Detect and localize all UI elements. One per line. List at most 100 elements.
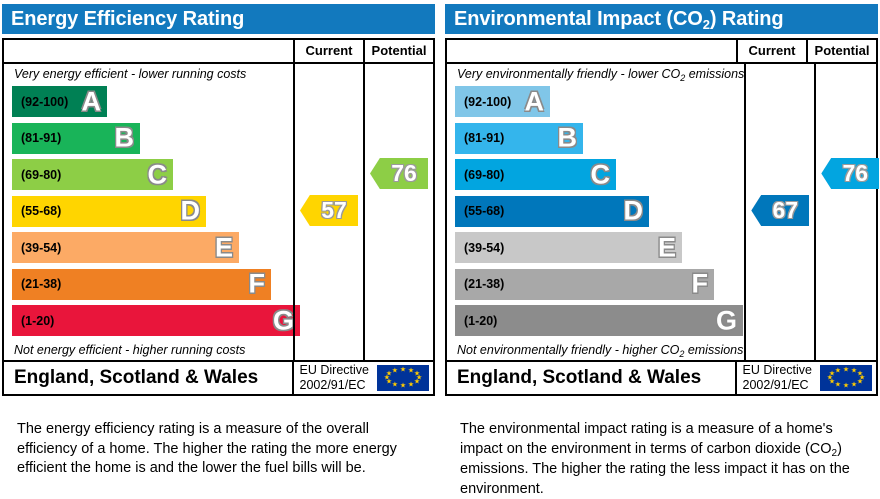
energy-band-letter-a: A xyxy=(81,86,102,116)
eu-flag-star-icon: ★ xyxy=(834,381,842,389)
environmental-band-row-a: (92-100) A xyxy=(447,84,744,121)
energy-current-column-header: Current xyxy=(293,40,363,62)
eu-flag-star-icon: ★ xyxy=(842,382,850,390)
environmental-top-caption: Very environmentally friendly - lower CO… xyxy=(447,64,744,84)
eu-flag-icon: ★ ★ ★ ★ ★ ★ ★ ★ ★ ★ ★ ★ xyxy=(377,365,429,391)
eu-flag-star-icon: ★ xyxy=(383,374,391,382)
environmental-band-letter-a: A xyxy=(524,86,545,116)
eu-flag-star-icon: ★ xyxy=(834,367,842,375)
energy-band-bar-g: (1-20) G xyxy=(12,305,300,336)
energy-band-letter-f: F xyxy=(248,268,266,299)
environmental-band-bar-g: (1-20) G xyxy=(455,305,743,336)
environmental-country-label: England, Scotland & Wales xyxy=(457,367,702,388)
environmental-rating-table: Current Potential Very environmentally f… xyxy=(445,38,880,396)
environmental-top-caption-post: emissions xyxy=(685,67,745,81)
energy-band-bar-e: (39-54) E xyxy=(12,232,239,263)
environmental-description-sub: 2 xyxy=(831,447,838,459)
environmental-current-rating-arrow: 67 xyxy=(751,195,810,226)
energy-rating-table: Current Potential Very energy efficient … xyxy=(2,38,435,396)
energy-band-range-f: (21-38) xyxy=(21,277,62,291)
eu-flag-star-icon: ★ xyxy=(856,370,864,378)
environmental-band-letter-e: E xyxy=(657,232,676,262)
energy-band-row-c: (69-80) C xyxy=(4,157,293,194)
energy-footer-row: England, Scotland & Wales EU Directive 2… xyxy=(4,360,433,394)
energy-current-value-column: 57 xyxy=(293,64,363,360)
energy-potential-column-header: Potential xyxy=(363,40,433,62)
eu-flag-icon: ★ ★ ★ ★ ★ ★ ★ ★ ★ ★ ★ ★ xyxy=(820,365,872,391)
eu-flag-star-icon: ★ xyxy=(413,378,421,386)
environmental-column-header-row: Current Potential xyxy=(447,40,876,64)
environmental-top-caption-pre: Very environmentally friendly - lower CO xyxy=(457,67,681,81)
environmental-bottom-caption: Not environmentally friendly - higher CO… xyxy=(447,340,744,360)
environmental-band-bar-c: (69-80) C xyxy=(455,159,616,190)
energy-band-row-g: (1-20) G xyxy=(4,303,300,340)
environmental-band-range-f: (21-38) xyxy=(464,277,505,291)
environmental-eu-directive-line1: EU Directive xyxy=(742,363,812,377)
eu-flag-star-icon: ★ xyxy=(850,367,858,375)
environmental-band-bar-f: (21-38) F xyxy=(455,268,714,300)
eu-flag-star-icon: ★ xyxy=(828,378,836,386)
environmental-panel-title-sub: 2 xyxy=(702,17,710,32)
energy-eu-directive-line2: 2002/91/EC xyxy=(299,378,366,392)
energy-panel-title: Energy Efficiency Rating xyxy=(11,8,245,30)
environmental-potential-rating-arrow: 76 xyxy=(821,158,880,189)
eu-flag-star-icon: ★ xyxy=(399,366,407,374)
environmental-description-text: The environmental impact rating is a mea… xyxy=(460,420,860,499)
energy-band-range-d: (55-68) xyxy=(21,204,62,218)
environmental-column-header-spacer xyxy=(447,40,736,62)
eu-flag-star-icon: ★ xyxy=(399,382,407,390)
environmental-band-range-a: (92-100) xyxy=(464,94,512,109)
environmental-band-bar-a: (92-100) A xyxy=(455,86,550,117)
energy-band-row-b: (81-91) B xyxy=(4,121,293,158)
environmental-potential-value-column: 76 xyxy=(814,64,880,360)
energy-band-range-e: (39-54) xyxy=(21,240,62,255)
environmental-current-value-column: 67 xyxy=(744,64,814,360)
environmental-band-range-b: (81-91) xyxy=(464,131,505,145)
environmental-band-letter-b: B xyxy=(557,122,578,153)
energy-band-bar-b: (81-91) B xyxy=(12,122,140,154)
energy-eu-directive-line1: EU Directive xyxy=(299,363,369,377)
energy-band-bar-c: (69-80) C xyxy=(12,159,173,190)
environmental-impact-panel: Environmental Impact (CO2) Rating Curren… xyxy=(443,0,880,497)
environmental-band-letter-f: F xyxy=(691,268,709,299)
eu-flag-star-icon: ★ xyxy=(858,374,866,382)
eu-flag-star-icon: ★ xyxy=(415,374,423,382)
energy-band-row-f: (21-38) F xyxy=(4,267,293,304)
energy-column-header-row: Current Potential xyxy=(4,40,433,64)
environmental-eu-directive-line2: 2002/91/EC xyxy=(742,378,809,392)
energy-band-range-a: (92-100) xyxy=(21,94,69,109)
environmental-band-letter-g: G xyxy=(715,305,737,335)
environmental-panel-title-post: ) Rating xyxy=(709,8,784,30)
eu-flag-star-icon: ★ xyxy=(391,381,399,389)
environmental-top-caption-sub: 2 xyxy=(680,73,686,83)
eu-flag-star-icon: ★ xyxy=(842,366,850,374)
eu-flag-star-icon: ★ xyxy=(385,378,393,386)
energy-bars-area: (92-100) A (81-91) B (69 xyxy=(4,84,300,340)
eu-flag-star-icon: ★ xyxy=(850,381,858,389)
energy-column-header-spacer xyxy=(4,40,293,62)
environmental-band-bar-e: (39-54) E xyxy=(455,232,682,263)
environmental-band-bar-b: (81-91) B xyxy=(455,122,583,154)
environmental-bars-area: (92-100) A (81-91) B (69 xyxy=(447,84,744,340)
environmental-band-letter-d: D xyxy=(623,195,644,226)
energy-band-row-a: (92-100) A xyxy=(4,84,293,121)
energy-band-bar-f: (21-38) F xyxy=(12,268,271,300)
environmental-band-range-e: (39-54) xyxy=(464,240,505,255)
energy-current-rating-arrow: 57 xyxy=(300,195,358,226)
energy-band-range-g: (1-20) xyxy=(21,313,55,328)
eu-flag-star-icon: ★ xyxy=(828,370,836,378)
environmental-panel-header: Environmental Impact (CO2) Rating xyxy=(445,4,878,34)
eu-flag-star-icon: ★ xyxy=(413,370,421,378)
energy-band-letter-b: B xyxy=(114,122,135,153)
energy-band-bar-a: (92-100) A xyxy=(12,86,107,117)
environmental-description-post: ) emissions. The higher the rating the l… xyxy=(460,440,850,497)
energy-band-letter-g: G xyxy=(272,305,294,335)
environmental-bars-column: Very environmentally friendly - lower CO… xyxy=(447,64,744,360)
environmental-bottom-caption-post: emissions xyxy=(684,343,744,357)
eu-flag-star-icon: ★ xyxy=(407,381,415,389)
environmental-bottom-caption-sub: 2 xyxy=(679,349,685,359)
energy-efficiency-panel: Energy Efficiency Rating Current Potenti… xyxy=(0,0,437,493)
energy-band-bar-d: (55-68) D xyxy=(12,195,206,227)
environmental-description-pre: The environmental impact rating is a mea… xyxy=(460,421,833,457)
